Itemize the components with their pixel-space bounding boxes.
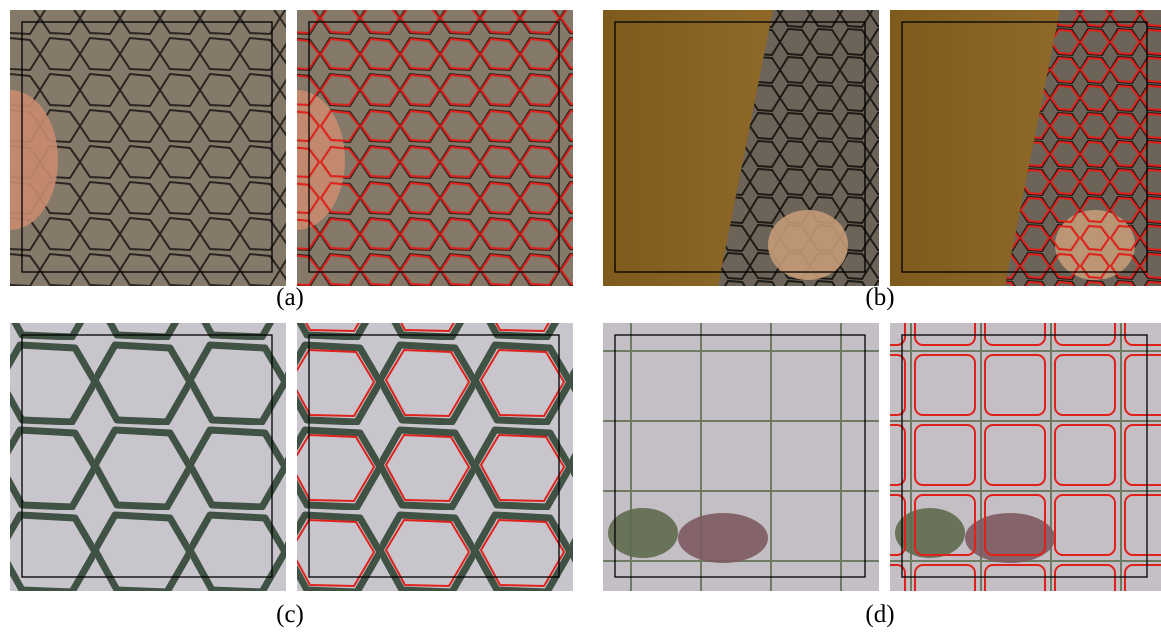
predicted-outlines [297, 10, 573, 286]
predicted-outlines [890, 323, 1161, 591]
aerial-image [890, 10, 1161, 286]
page: {"panels": [{"label": "(a)"}, {"label": … [0, 0, 1161, 635]
image-content [890, 323, 1161, 591]
image-content [297, 323, 573, 591]
aerial-image [890, 323, 1161, 591]
image-content [0, 10, 286, 286]
aerial-image [297, 323, 573, 591]
aerial-image [603, 10, 879, 286]
aerial-image [0, 10, 286, 286]
aerial-image [603, 323, 879, 591]
aerial-image [249, 10, 573, 286]
image-content [10, 323, 286, 591]
image-content [249, 10, 573, 286]
image-content [890, 10, 1161, 286]
predicted-outlines [297, 323, 573, 591]
figure: (a) (b) (c) (d) [0, 0, 1161, 635]
body: (a)(b)(c)(d) (() => { const data = JSON.… [0, 0, 1161, 635]
panel-label: (d) [865, 601, 894, 628]
panel-label: (a) [276, 284, 304, 311]
panel-label: (b) [865, 284, 894, 311]
image-content [603, 323, 879, 591]
terrain-patch [678, 513, 768, 563]
panel-label: (c) [276, 601, 304, 628]
polygon-cells [10, 323, 286, 591]
terrain-patch [608, 508, 678, 558]
aerial-image [10, 323, 286, 591]
image-content [603, 10, 879, 286]
terrain-patch [768, 210, 848, 280]
